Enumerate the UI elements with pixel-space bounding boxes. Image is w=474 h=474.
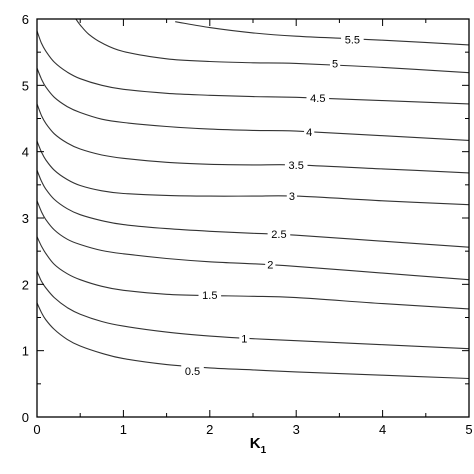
contour-label-1: 1 <box>241 334 247 346</box>
contour-line-1 <box>36 270 470 350</box>
contour-line-3 <box>36 140 470 206</box>
x-tick-label: 2 <box>206 422 213 437</box>
contour-label-2: 2 <box>267 259 273 271</box>
contour-label-bg <box>198 287 222 301</box>
contour-label-4: 4 <box>306 127 312 139</box>
contour-label-3-5: 3.5 <box>289 160 304 172</box>
contour-lines-group <box>36 18 470 380</box>
contour-label-0-5: 0.5 <box>185 366 200 378</box>
contour-label-bg <box>265 257 276 271</box>
contour-label-bg <box>239 331 250 345</box>
axes-group: 0 1 2 3 4 5 0 1 2 3 4 5 6 <box>22 12 473 437</box>
contour-label-bg <box>306 90 330 104</box>
contour-label-5: 5 <box>332 58 338 70</box>
x-axis-label-subscript: 1 <box>261 445 267 456</box>
contour-line-4 <box>36 67 470 141</box>
y-tick-label: 2 <box>22 277 29 292</box>
contour-line-0-5 <box>36 302 470 380</box>
contour-label-bg <box>304 124 315 138</box>
y-tick-label: 3 <box>22 211 29 226</box>
x-tick-label: 3 <box>293 422 300 437</box>
contour-label-3: 3 <box>289 191 295 203</box>
x-tick-label: 1 <box>120 422 127 437</box>
y-tick-label: 6 <box>22 12 29 27</box>
contour-label-bg <box>329 56 341 70</box>
x-tick-label: 5 <box>465 422 472 437</box>
contour-label-1-5: 1.5 <box>202 290 217 302</box>
x-axis-label: K1 <box>250 435 267 456</box>
contour-line-4-5 <box>36 30 470 105</box>
contour-label-bg <box>341 32 364 46</box>
y-tick-label: 1 <box>22 344 29 359</box>
plot-frame <box>36 18 470 418</box>
x-tick-label: 0 <box>33 422 40 437</box>
contour-line-2-5 <box>36 170 470 248</box>
contour-label-4-5: 4.5 <box>310 93 325 105</box>
x-axis-label-main: K <box>250 435 261 452</box>
contour-label-bg <box>181 364 204 378</box>
x-tick-label: 4 <box>379 422 386 437</box>
contour-label-5-5: 5.5 <box>345 35 360 47</box>
contour-line-5 <box>75 18 470 74</box>
contour-line-3-5 <box>36 103 470 174</box>
contour-line-5-5 <box>175 21 470 46</box>
contour-line-2 <box>36 200 470 281</box>
contour-label-bg <box>286 189 297 203</box>
y-tick-label: 4 <box>22 145 29 160</box>
contour-line-1-5 <box>36 236 470 310</box>
contour-label-bg <box>267 226 291 240</box>
contour-label-2-5: 2.5 <box>271 229 286 241</box>
y-tick-label: 0 <box>22 410 29 425</box>
contour-label-bg <box>284 157 308 171</box>
contour-labels-group: 0.5 1 1.5 2 2.5 3 3.5 4 4.5 5 5.5 <box>181 32 364 378</box>
y-tick-label: 5 <box>22 78 29 93</box>
